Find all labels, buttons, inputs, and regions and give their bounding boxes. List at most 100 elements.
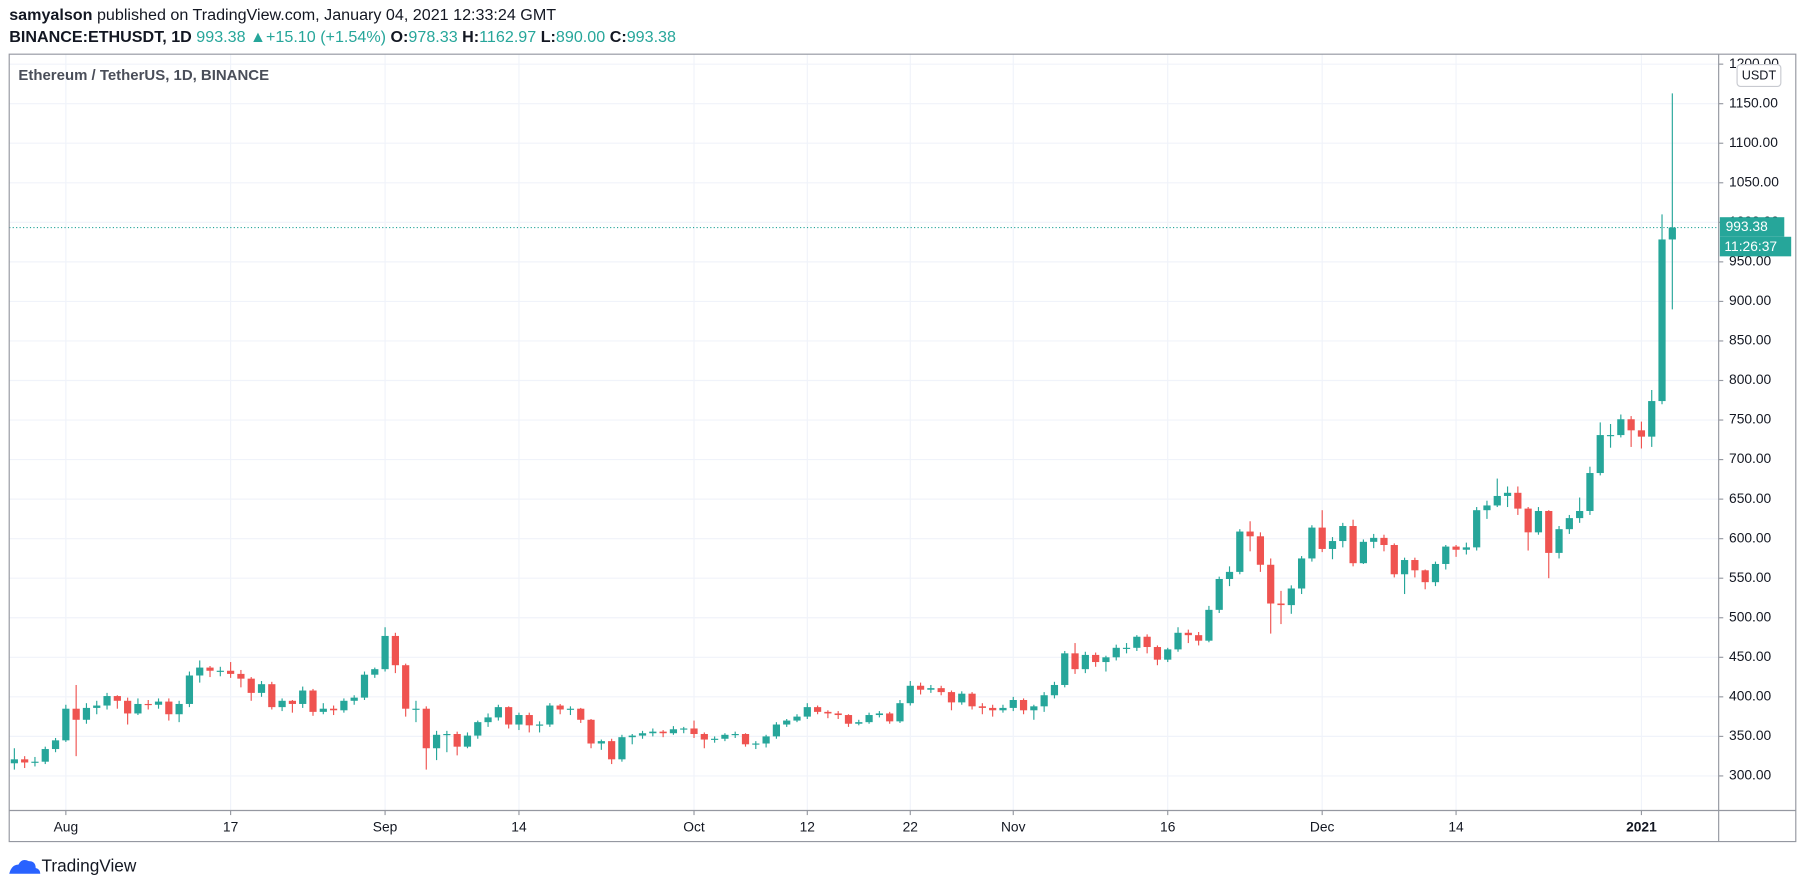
candle-body xyxy=(1195,635,1203,641)
candle-body xyxy=(597,741,605,744)
candle-body xyxy=(216,670,224,672)
countdown: 11:26:37 xyxy=(1724,238,1777,254)
candle-body xyxy=(422,708,430,749)
candle-body xyxy=(1380,537,1388,545)
c: 993.38 xyxy=(627,28,676,46)
candle-body xyxy=(206,667,214,671)
candle-body xyxy=(1483,505,1491,511)
candle-body xyxy=(978,706,986,708)
candle-body xyxy=(1277,603,1285,606)
candle-body xyxy=(1534,510,1543,533)
arrow: ▲ xyxy=(250,28,266,46)
o-label: O: xyxy=(391,28,409,46)
candle-body xyxy=(1081,654,1089,670)
candle-body xyxy=(1411,560,1419,571)
candle-body xyxy=(1225,571,1234,580)
candle-body xyxy=(1390,544,1398,575)
x-tick-label: 22 xyxy=(903,818,918,834)
candle-body xyxy=(432,734,441,749)
candle-body xyxy=(958,693,966,703)
candle-body xyxy=(1215,579,1223,610)
candle-body xyxy=(1359,541,1367,564)
x-tick-label: 17 xyxy=(223,818,238,834)
candle-body xyxy=(1576,510,1584,519)
candle-body xyxy=(813,707,822,712)
candle-body xyxy=(1071,653,1079,670)
candle-body xyxy=(1092,654,1100,663)
y-tick-label: 950.00 xyxy=(1729,253,1772,269)
candle-body xyxy=(484,717,492,723)
candle-body xyxy=(711,738,719,740)
candle-body xyxy=(1019,700,1028,711)
y-tick-label: 500.00 xyxy=(1729,608,1772,624)
logo: TradingView xyxy=(9,855,137,875)
candle-body xyxy=(165,701,173,715)
candle-body xyxy=(1102,657,1110,663)
candle-body xyxy=(185,675,194,704)
candle-body xyxy=(1545,510,1553,553)
candle-body xyxy=(154,701,163,705)
candle-body xyxy=(680,728,688,730)
candle-body xyxy=(752,743,760,745)
candle-body xyxy=(793,716,801,721)
candle-body xyxy=(350,697,358,701)
candle-body xyxy=(875,713,883,716)
candle-body xyxy=(247,678,255,693)
candle-body xyxy=(906,685,914,704)
candle-body xyxy=(1627,419,1635,431)
candle-body xyxy=(999,707,1007,711)
l-label: L: xyxy=(541,28,556,46)
candle-body xyxy=(886,713,894,722)
candle-body xyxy=(1596,435,1604,474)
grid xyxy=(9,54,1719,811)
y-tick-label: 400.00 xyxy=(1729,687,1772,703)
currency-box xyxy=(1736,63,1782,87)
candle-body xyxy=(329,708,338,711)
candle-body xyxy=(124,700,132,714)
candle-body xyxy=(144,703,152,706)
candle-body xyxy=(288,700,297,704)
candle-body xyxy=(21,759,29,763)
candle-body xyxy=(453,734,461,747)
x-tick-label: Oct xyxy=(683,818,705,834)
axes: 300.00 350.00 400.00 450.00 500.00 550.00 600.… xyxy=(54,55,1792,834)
candle-body xyxy=(1668,227,1676,240)
candle-body xyxy=(237,673,245,679)
candle-body xyxy=(515,715,523,725)
candle-body xyxy=(556,705,564,710)
countdown-box xyxy=(1719,236,1792,257)
candle-body xyxy=(41,749,49,762)
candle-body xyxy=(1287,588,1295,606)
candle-body xyxy=(659,731,667,734)
candle-body xyxy=(103,696,111,706)
change: +15.10 (+1.54%) xyxy=(266,28,386,46)
h: 1162.97 xyxy=(479,28,536,46)
y-tick-label: 800.00 xyxy=(1729,371,1772,387)
candle-body xyxy=(1122,647,1131,649)
y-tick-label: 1100.00 xyxy=(1729,134,1778,150)
last: 993.38 xyxy=(196,28,245,46)
candle-body xyxy=(1236,531,1244,572)
candle-body xyxy=(1205,609,1213,641)
currency: USDT xyxy=(1742,68,1777,82)
y-tick-label: 350.00 xyxy=(1729,727,1772,743)
candle-body xyxy=(1606,435,1615,437)
candle-body xyxy=(649,731,657,734)
candle-body xyxy=(1153,647,1162,660)
candle-body xyxy=(381,635,389,670)
x-tick-label: 2021 xyxy=(1626,818,1657,834)
candle-body xyxy=(463,735,472,747)
o: 978.33 xyxy=(408,28,457,46)
candle-body xyxy=(546,705,554,725)
candle-body xyxy=(1514,492,1522,509)
l: 890.00 xyxy=(556,28,605,46)
candle-body xyxy=(566,708,575,710)
candle-body xyxy=(1493,495,1501,506)
candle-body xyxy=(1400,560,1409,575)
candle-body xyxy=(762,736,770,744)
candle-body xyxy=(1524,508,1532,533)
candle-body xyxy=(690,728,698,735)
candle-body xyxy=(741,734,750,745)
y-tick-label: 300.00 xyxy=(1729,767,1772,783)
